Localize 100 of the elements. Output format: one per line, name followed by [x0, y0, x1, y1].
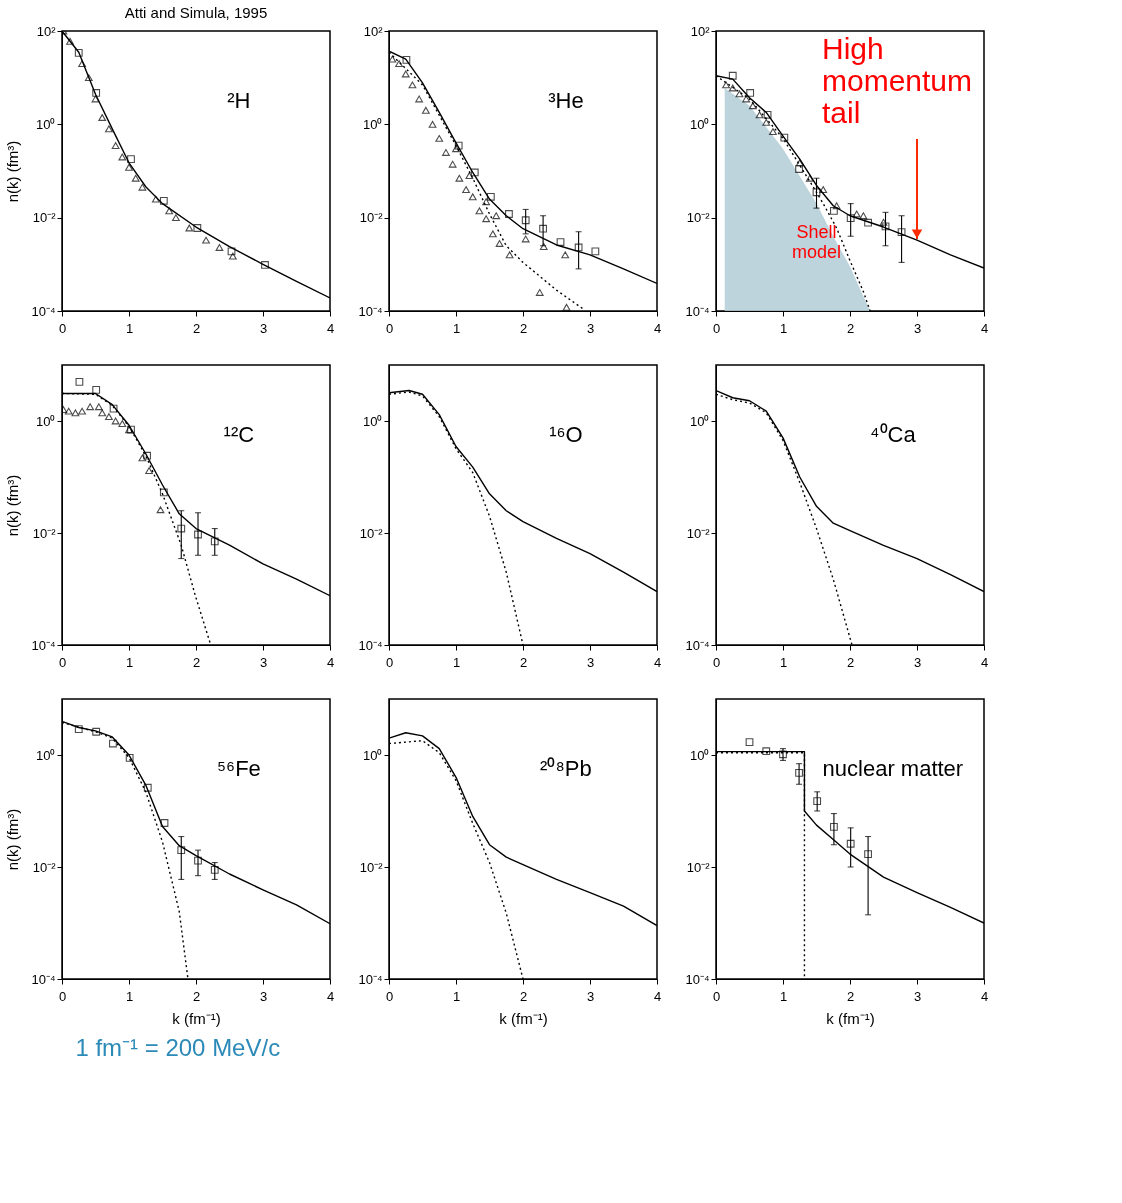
point: [728, 71, 737, 80]
point: [202, 236, 210, 244]
annotation: ²⁰⁸Pb: [540, 756, 592, 781]
annotation: ¹⁶O: [549, 422, 583, 447]
point: [185, 224, 194, 232]
x-axis-title: k (fm⁻¹): [499, 1009, 548, 1027]
y-tick-label: 10⁻²: [686, 525, 711, 541]
y-tick-label: 10⁰: [690, 413, 710, 429]
point: [795, 165, 803, 173]
x-tick-label: 4: [653, 654, 662, 670]
point: [91, 95, 100, 103]
point: [389, 55, 397, 63]
point: [160, 819, 169, 827]
series-label: Shell model: [791, 221, 842, 262]
point: [84, 74, 93, 82]
point: [755, 111, 764, 119]
y-tick-label: 10²: [36, 23, 57, 39]
point: [488, 230, 497, 238]
point: [442, 148, 450, 156]
x-tick-label: 0: [385, 320, 394, 336]
point: [138, 454, 147, 462]
point: [465, 172, 474, 179]
y-tick-label: 10⁻²: [686, 859, 711, 875]
x-tick-label: 3: [913, 654, 922, 670]
point: [143, 783, 152, 792]
x-tick-label: 1: [125, 320, 134, 336]
point: [864, 218, 872, 227]
x-tick-label: 4: [980, 320, 989, 336]
point: [846, 839, 855, 848]
text: 1 fm⁻¹ = 200 MeV/c: [75, 1034, 281, 1061]
point: [415, 95, 424, 103]
point: [145, 467, 153, 475]
y-tick-label: 10⁻²: [32, 859, 57, 875]
point: [505, 210, 513, 218]
point: [105, 413, 113, 421]
point: [109, 404, 118, 413]
point: [143, 451, 151, 460]
x-tick-label: 4: [653, 988, 662, 1004]
y-tick-label: 10⁻⁴: [685, 303, 710, 319]
point: [71, 409, 80, 417]
x-tick-label: 2: [519, 654, 528, 670]
annotation: ¹²C: [223, 422, 255, 447]
point: [830, 823, 838, 831]
x-tick-label: 2: [519, 988, 528, 1004]
x-tick-label: 3: [259, 320, 268, 336]
point: [156, 506, 165, 514]
x-tick-label: 4: [980, 654, 989, 670]
point: [462, 186, 470, 194]
point: [819, 186, 828, 194]
point: [74, 725, 83, 734]
y-tick-label: 10⁻²: [359, 859, 384, 875]
x-tick-label: 4: [980, 988, 989, 1004]
y-tick-label: 10⁰: [36, 413, 56, 429]
point: [486, 192, 495, 201]
y-tick-label: 10⁻⁴: [685, 971, 710, 987]
x-tick-label: 1: [452, 320, 461, 336]
y-tick-label: 10⁰: [363, 747, 383, 763]
point: [98, 114, 107, 121]
point: [556, 238, 565, 246]
x-tick-label: 2: [519, 320, 528, 336]
x-tick-label: 4: [326, 320, 335, 336]
x-tick-label: 2: [192, 320, 201, 336]
y-tick-label: 10⁰: [690, 747, 710, 763]
point: [105, 125, 113, 133]
point: [762, 118, 771, 126]
point: [402, 56, 411, 64]
x-tick-label: 1: [452, 654, 461, 670]
x-tick-label: 1: [779, 988, 788, 1004]
point: [78, 407, 86, 415]
point: [408, 81, 417, 89]
point: [125, 163, 133, 171]
point: [762, 747, 771, 756]
point: [125, 753, 134, 762]
point: [401, 70, 410, 78]
point: [194, 530, 202, 539]
point: [86, 403, 95, 411]
point: [75, 377, 84, 386]
x-tick-label: 2: [192, 654, 201, 670]
y-axis-title: n(k) (fm³): [4, 474, 22, 537]
point: [728, 84, 737, 92]
point: [795, 768, 803, 777]
x-tick-label: 4: [326, 988, 335, 1004]
annotation: nuclear matter: [822, 756, 964, 781]
y-tick-label: 10⁰: [36, 116, 56, 132]
point: [591, 247, 600, 256]
point: [228, 252, 237, 260]
x-tick-label: 1: [125, 988, 134, 1004]
x-tick-label: 4: [326, 654, 335, 670]
y-tick-label: 10⁻²: [686, 210, 711, 226]
point: [92, 89, 101, 97]
x-tick-label: 2: [846, 654, 855, 670]
x-tick-label: 0: [58, 654, 67, 670]
x-axis-title: k (fm⁻¹): [826, 1009, 875, 1027]
point: [539, 243, 548, 251]
point: [832, 202, 841, 210]
x-tick-label: 0: [385, 654, 394, 670]
point: [64, 407, 73, 415]
point: [505, 251, 514, 259]
point: [468, 193, 477, 201]
point: [805, 174, 814, 182]
